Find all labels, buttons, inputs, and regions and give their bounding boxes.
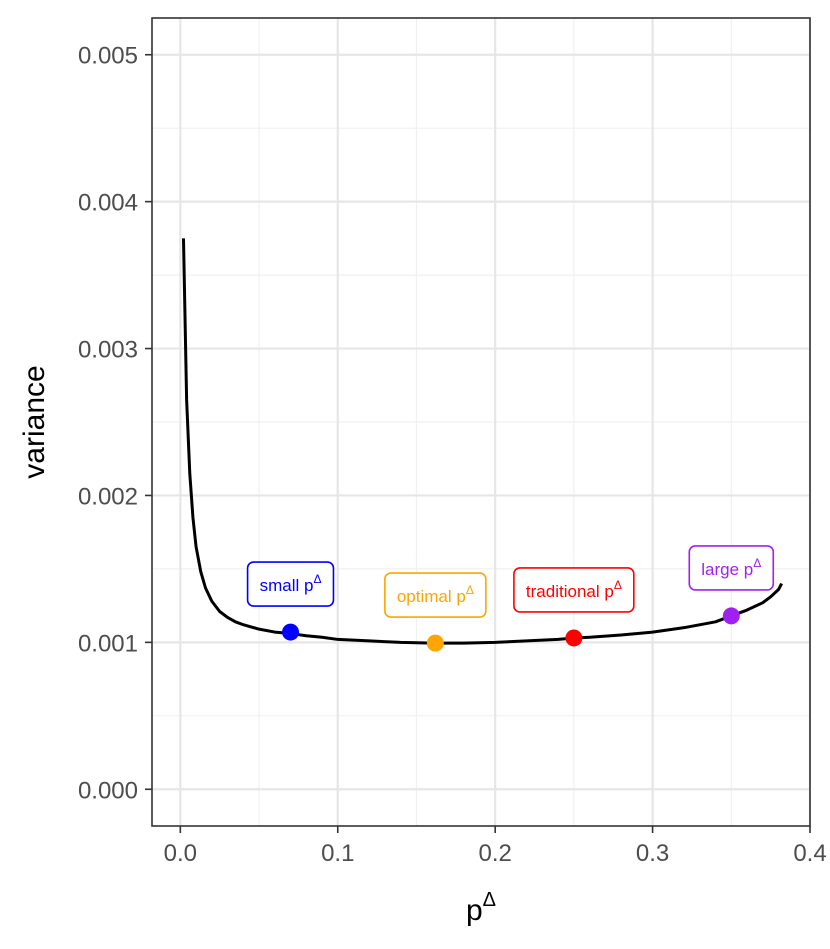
series-layer <box>181 238 783 645</box>
point-label-box <box>688 545 775 591</box>
y-tick-label: 0.004 <box>78 190 138 217</box>
point-label-box <box>513 567 635 613</box>
x-tick-label: 0.4 <box>793 840 826 867</box>
point-label-box <box>246 561 335 607</box>
point-marker <box>426 634 444 652</box>
point-label-sup: Δ <box>753 556 761 570</box>
point-label: optimal pΔ <box>384 572 487 618</box>
series-line <box>181 238 783 645</box>
point-label-main: large p <box>701 560 753 579</box>
y-tick-label: 0.005 <box>78 43 138 70</box>
point-label-main: optimal p <box>397 587 466 606</box>
y-axis: 0.000 0.001 0.002 0.003 0.004 0.005 <box>78 43 152 804</box>
x-tick-label: 0.0 <box>164 840 197 867</box>
y-tick-label: 0.003 <box>78 337 138 364</box>
point-label-main: small p <box>260 576 314 595</box>
point-label: traditional pΔ <box>513 567 635 613</box>
x-tick-label: 0.3 <box>636 840 669 867</box>
x-axis-title: pΔ <box>466 889 496 927</box>
point-marker <box>282 623 300 641</box>
y-tick-label: 0.000 <box>78 777 138 804</box>
point-label-text: small pΔ <box>260 572 322 595</box>
point-marker <box>722 607 740 625</box>
point-label-box <box>384 572 487 618</box>
plot-panel-border <box>151 17 811 827</box>
x-tick-label: 0.2 <box>478 840 511 867</box>
x-axis: 0.0 0.1 0.2 0.3 0.4 <box>164 826 827 867</box>
point-label-text: optimal pΔ <box>397 583 474 606</box>
point-label: large pΔ <box>688 545 775 591</box>
point-label-sup: Δ <box>466 583 474 597</box>
points-layer <box>282 607 740 652</box>
point-label-text: large pΔ <box>701 556 761 579</box>
point-marker <box>565 629 583 647</box>
point-label-main: traditional p <box>526 582 614 601</box>
y-axis-title: variance <box>18 365 51 478</box>
point-label-text: traditional pΔ <box>526 578 622 601</box>
point-label-sup: Δ <box>313 572 321 586</box>
point-label-sup: Δ <box>614 578 622 592</box>
y-tick-label: 0.002 <box>78 483 138 510</box>
point-label: small pΔ <box>246 561 335 607</box>
x-tick-label: 0.1 <box>321 840 354 867</box>
y-tick-label: 0.001 <box>78 630 138 657</box>
